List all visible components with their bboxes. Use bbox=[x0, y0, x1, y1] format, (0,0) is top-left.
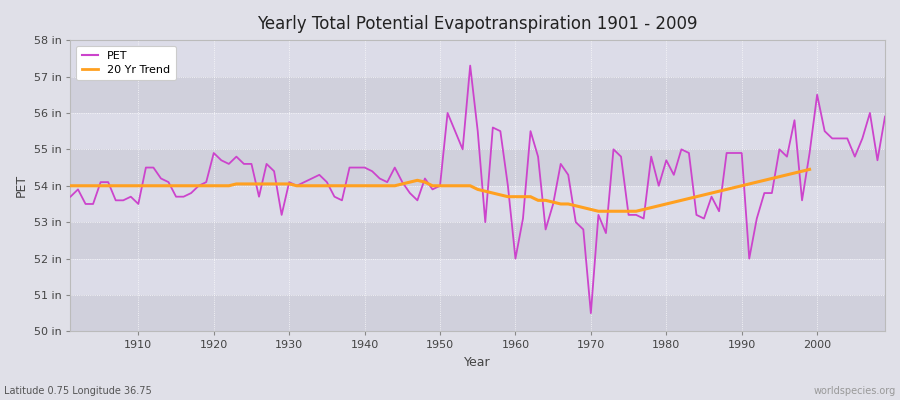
Bar bbox=[70, 186, 885, 222]
Legend: PET, 20 Yr Trend: PET, 20 Yr Trend bbox=[76, 46, 176, 80]
X-axis label: Year: Year bbox=[464, 356, 491, 369]
Bar bbox=[70, 40, 885, 76]
Bar bbox=[70, 113, 885, 149]
Text: Latitude 0.75 Longitude 36.75: Latitude 0.75 Longitude 36.75 bbox=[4, 386, 152, 396]
Bar bbox=[70, 258, 885, 295]
Text: worldspecies.org: worldspecies.org bbox=[814, 386, 896, 396]
Bar bbox=[70, 149, 885, 186]
Y-axis label: PET: PET bbox=[15, 174, 28, 197]
Title: Yearly Total Potential Evapotranspiration 1901 - 2009: Yearly Total Potential Evapotranspiratio… bbox=[257, 15, 698, 33]
Bar bbox=[70, 76, 885, 113]
Bar bbox=[70, 295, 885, 332]
Bar bbox=[70, 222, 885, 258]
